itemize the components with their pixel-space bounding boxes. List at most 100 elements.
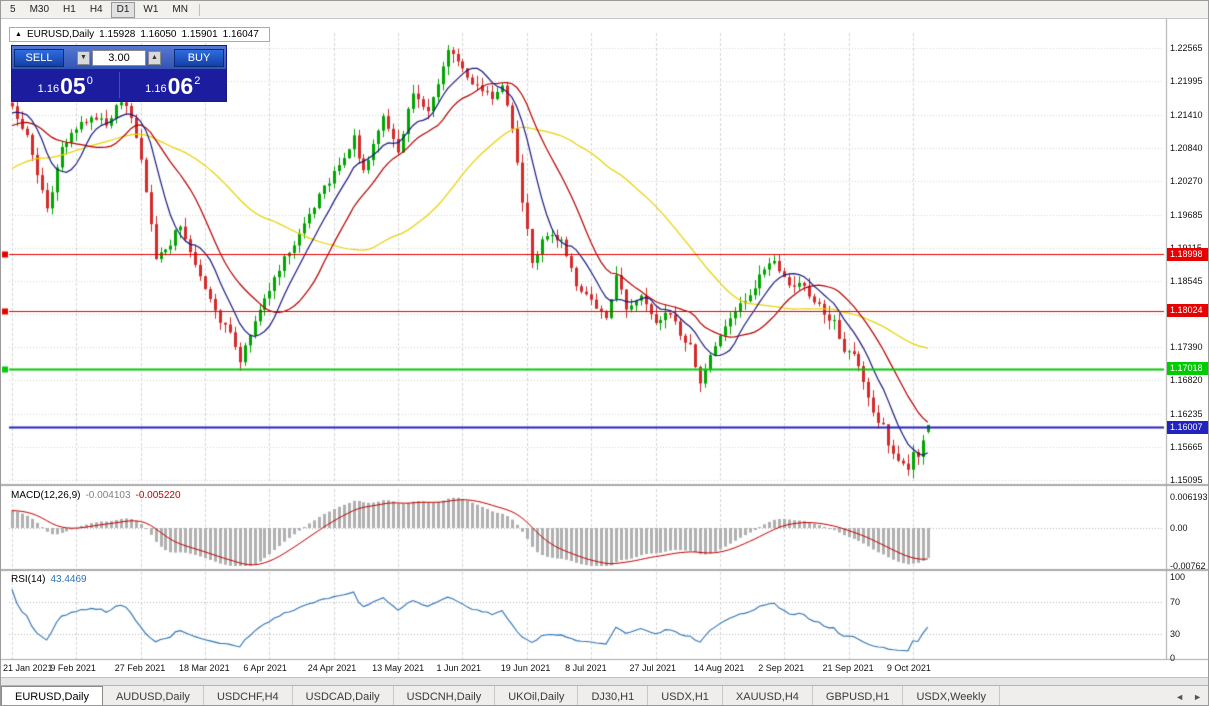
date-axis-label: 27 Feb 2021	[114, 663, 166, 673]
price-axis-label: 1.20840	[1170, 142, 1203, 153]
price-axis-label: 1.20270	[1170, 175, 1203, 186]
date-axis-label: 1 Jun 2021	[436, 663, 481, 673]
price-axis-label: 1.16820	[1170, 375, 1203, 386]
chart-tab-usdcad-daily[interactable]: USDCAD,Daily	[293, 686, 394, 705]
price-axis-label: 1.18545	[1170, 275, 1203, 286]
chart-tabs-list: EURUSD,Daily AUDUSD,Daily USDCHF,H4 USDCAD,…	[1, 686, 1167, 705]
price-axis-label: 1.15095	[1170, 475, 1203, 486]
timeframe-toolbar: 5 M30 H1 H4 D1 W1 MN	[1, 1, 1208, 19]
date-axis-label: 14 Aug 2021	[693, 663, 745, 673]
timeframe-button-h4[interactable]: H4	[89, 3, 103, 15]
rsi-name: RSI(14)	[11, 574, 46, 585]
price-axis-label: 1.19685	[1170, 209, 1203, 220]
price-level-badge: 1.16007	[1167, 420, 1208, 434]
ask-price-prefix: 1.16	[145, 83, 167, 95]
ask-price: 1.16 06 2	[120, 69, 227, 101]
price-axis-label: 1.15665	[1170, 442, 1203, 453]
price-axis-label: 1.21995	[1170, 76, 1203, 86]
macd-axis-label: -0.00762	[1170, 561, 1206, 571]
chart-tab-ukoil-daily[interactable]: UKOil,Daily	[495, 686, 579, 705]
price-axis-label: 1.17390	[1170, 342, 1203, 353]
date-axis-label: 24 Apr 2021	[307, 663, 357, 673]
sell-button[interactable]: SELL	[14, 48, 64, 67]
toolbar-separator	[198, 3, 200, 16]
chart-tab-eurusd-daily[interactable]: EURUSD,Daily	[1, 686, 103, 705]
bid-price: 1.16 05 0	[12, 69, 119, 101]
rsi-axis-label: 100	[1170, 572, 1186, 582]
price-axis-label: 1.16235	[1170, 409, 1203, 420]
ask-price-big-digits: 06	[167, 73, 194, 99]
bid-price-big-digits: 05	[60, 73, 86, 99]
horizontal-scrollbar[interactable]	[1, 677, 1208, 685]
buy-button[interactable]: BUY	[174, 48, 224, 67]
chart-tab-usdchf-h4[interactable]: USDCHF,H4	[204, 686, 293, 705]
bar-low-value: 1.15901	[181, 29, 218, 40]
chart-tab-usdcnh-daily[interactable]: USDCNH,Daily	[394, 686, 496, 705]
chart-tab-bar: EURUSD,Daily AUDUSD,Daily USDCHF,H4 USDCAD,…	[1, 685, 1208, 705]
date-axis-label: 27 Jul 2021	[629, 663, 677, 673]
rsi-axis-label: 0	[1170, 653, 1176, 663]
macd-main-value: -0.004103	[85, 490, 131, 501]
bid-price-prefix: 1.16	[37, 83, 60, 95]
bar-high-value: 1.16050	[140, 29, 177, 40]
timeframe-button-w1[interactable]: W1	[143, 3, 159, 15]
chart-symbol-period: EURUSD,Daily	[26, 29, 95, 40]
rsi-indicator-label: RSI(14) 43.4469	[11, 574, 92, 585]
date-axis-label: 13 May 2021	[372, 663, 425, 673]
date-axis-label: 18 Mar 2021	[179, 663, 230, 673]
macd-axis-label: 0.006193	[1170, 491, 1208, 502]
rsi-value: 43.4469	[50, 574, 87, 585]
tabs-scroll-left-button[interactable]: ◄	[1175, 691, 1185, 702]
chart-tab-xauusd-h4[interactable]: XAUUSD,H4	[723, 686, 813, 705]
price-level-badge: 1.17018	[1167, 362, 1208, 376]
price-axis-label: 1.22565	[1170, 43, 1203, 54]
chart-tab-gbpusd-h1[interactable]: GBPUSD,H1	[813, 686, 904, 705]
macd-axis-label: 0.00	[1170, 523, 1188, 533]
chart-tab-dj30-h1[interactable]: DJ30,H1	[578, 686, 649, 705]
one-click-controls-row: SELL ▼ ▲ BUY	[12, 46, 226, 69]
price-chart-canvas[interactable]	[1, 19, 1208, 677]
chart-window: ▲ EURUSD,Daily 1.15928 1.16050 1.15901 1…	[1, 19, 1208, 677]
timeframe-button-m30[interactable]: M30	[29, 3, 50, 15]
date-axis-label: 21 Sep 2021	[822, 663, 874, 673]
bar-close-value: 1.16047	[222, 29, 259, 40]
date-axis-label: 19 Jun 2021	[500, 663, 551, 673]
volume-increase-button[interactable]: ▲	[148, 50, 161, 65]
chart-info-box: ▲ EURUSD,Daily 1.15928 1.16050 1.15901 1…	[9, 27, 270, 42]
volume-spinner: ▼ ▲	[64, 49, 174, 66]
rsi-axis-label: 70	[1170, 596, 1181, 607]
price-level-badge: 1.18998	[1167, 247, 1208, 261]
price-divider	[118, 72, 120, 98]
timeframe-button-5[interactable]: 5	[10, 3, 16, 15]
volume-decrease-button[interactable]: ▼	[77, 50, 90, 65]
timeframe-button-h1[interactable]: H1	[63, 3, 76, 15]
bar-open-value: 1.15928	[99, 29, 136, 40]
macd-indicator-label: MACD(12,26,9) -0.004103 -0.005220	[11, 490, 186, 501]
price-axis-label: 1.19115	[1170, 243, 1202, 253]
date-axis-label: 2 Sep 2021	[758, 663, 805, 673]
chart-tab-usdx-weekly[interactable]: USDX,Weekly	[903, 686, 1000, 705]
date-axis-label: 9 Oct 2021	[886, 663, 931, 673]
chart-tab-usdx-h1[interactable]: USDX,H1	[648, 686, 723, 705]
ask-price-point-digit: 2	[194, 75, 201, 87]
price-level-badge: 1.18024	[1167, 304, 1208, 318]
tabs-scroll-right-button[interactable]: ►	[1193, 691, 1202, 702]
timeframe-button-d1[interactable]: D1	[110, 1, 136, 18]
date-axis-label: 8 Jul 2021	[565, 663, 607, 673]
volume-input[interactable]	[92, 49, 146, 66]
tab-scroll-controls: ◄ ►	[1167, 686, 1208, 705]
bid-price-point-digit: 0	[86, 75, 93, 87]
macd-signal-value: -0.005220	[135, 490, 181, 501]
date-axis-label: 6 Apr 2021	[243, 663, 287, 673]
macd-name: MACD(12,26,9)	[11, 490, 81, 501]
rsi-axis-label: 30	[1170, 629, 1181, 640]
chart-tab-audusd-daily[interactable]: AUDUSD,Daily	[103, 686, 204, 705]
price-axis-label: 1.21410	[1170, 109, 1203, 120]
one-click-prices-row: 1.16 05 0 1.16 06 2	[12, 69, 226, 101]
date-axis-label: 21 Jan 2021	[3, 663, 53, 673]
collapse-panel-icon[interactable]: ▲	[15, 31, 22, 38]
timeframe-button-mn[interactable]: MN	[172, 3, 188, 15]
date-axis-label: 9 Feb 2021	[50, 663, 96, 673]
